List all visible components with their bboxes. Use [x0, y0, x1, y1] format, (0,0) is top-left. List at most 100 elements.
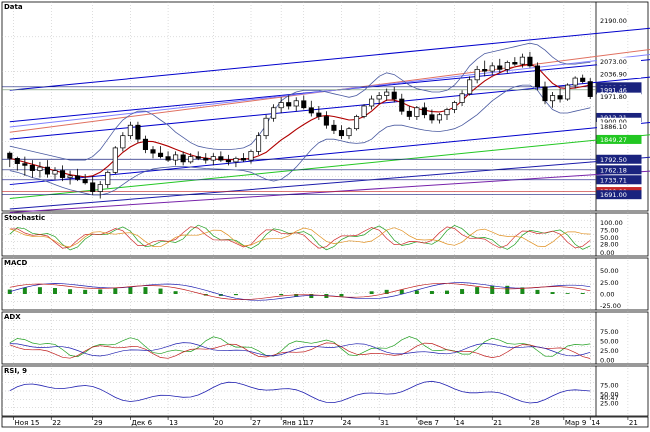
price-label: 1691.00 — [600, 191, 627, 199]
candle-body — [452, 103, 456, 110]
macd-histogram-bar — [159, 289, 163, 294]
x-tick-label: 24 — [342, 419, 351, 427]
x-tick-label: 27 — [252, 419, 261, 427]
candle-body — [513, 62, 517, 64]
candle-body — [286, 103, 290, 106]
indicator-axis-label: 50.00 — [600, 338, 619, 346]
indicator-axis-label: 0.00 — [600, 357, 614, 365]
candle-body — [264, 118, 268, 135]
candle-body — [505, 62, 509, 69]
candle-body — [482, 69, 486, 71]
candle-body — [302, 101, 306, 108]
candle-body — [234, 158, 238, 161]
price-label: 2036.90 — [600, 70, 627, 78]
x-tick-label: 29 — [94, 419, 103, 427]
x-tick-label: 22 — [52, 419, 61, 427]
candle-body — [113, 148, 117, 172]
candle-body — [490, 66, 494, 71]
candle-body — [181, 155, 185, 162]
x-tick-label: Фев 7 — [418, 419, 439, 427]
candle-body — [204, 158, 208, 160]
candle-body — [128, 125, 132, 135]
indicator-axis-label: 28.00 — [600, 241, 619, 249]
candle-body — [106, 172, 110, 184]
macd-histogram-bar — [38, 287, 42, 294]
panel-title: MACD — [4, 259, 28, 267]
indicator-axis-label: 25.00 — [600, 279, 619, 287]
macd-histogram-bar — [143, 287, 147, 294]
macd-histogram-bar — [174, 291, 178, 294]
candle-body — [226, 160, 230, 162]
candle-body — [136, 125, 140, 139]
macd-histogram-bar — [430, 291, 434, 294]
candle-body — [580, 78, 584, 81]
candle-body — [166, 157, 170, 160]
indicator-axis-label: 50.00 — [600, 267, 619, 275]
indicator-axis-label: 0.00 — [600, 291, 614, 299]
candle-body — [362, 106, 366, 116]
candle-body — [400, 99, 404, 111]
candle-body — [196, 157, 200, 159]
macd-histogram-bar — [370, 291, 374, 294]
candle-body — [38, 167, 42, 170]
price-label: 2190.00 — [600, 17, 627, 25]
macd-histogram-bar — [475, 287, 479, 294]
candle-body — [45, 167, 49, 174]
candle-body — [498, 66, 502, 69]
candle-body — [98, 185, 102, 192]
panel-title: Stochastic — [4, 214, 45, 222]
indicator-axis-label: 25.00 — [600, 400, 619, 408]
x-tick-label: 20 — [214, 419, 223, 427]
x-tick-label: Ноя 15 — [15, 419, 40, 427]
candle-body — [151, 150, 155, 153]
macd-histogram-bar — [113, 288, 117, 294]
candle-body — [60, 171, 64, 178]
candle-body — [324, 116, 328, 125]
candle-body — [90, 183, 94, 192]
indicator-axis-label: -25.00 — [600, 302, 621, 310]
candle-body — [8, 153, 12, 158]
indicator-axis-label: 75.00 — [600, 328, 619, 336]
candle-body — [143, 139, 147, 149]
candle-body — [528, 57, 532, 66]
macd-histogram-bar — [400, 290, 404, 294]
macd-histogram-bar — [98, 289, 102, 294]
price-label: 2073.00 — [600, 58, 627, 66]
macd-histogram-bar — [128, 287, 132, 294]
x-tick-label: 14 — [591, 419, 600, 427]
x-tick-label: Мар 9 — [565, 419, 586, 427]
candle-body — [219, 157, 223, 160]
macd-histogram-bar — [535, 290, 539, 294]
macd-histogram-bar — [23, 288, 27, 294]
candle-body — [75, 176, 79, 179]
candle-body — [565, 85, 569, 99]
candle-body — [241, 158, 245, 160]
candle-body — [53, 171, 57, 174]
macd-histogram-bar — [445, 291, 449, 294]
macd-histogram-bar — [505, 286, 509, 294]
macd-histogram-bar — [460, 289, 464, 294]
candle-body — [309, 108, 313, 113]
candle-body — [188, 157, 192, 162]
candle-body — [339, 130, 343, 135]
candle-body — [15, 158, 19, 163]
candle-body — [256, 136, 260, 152]
candle-body — [422, 108, 426, 115]
macd-histogram-bar — [53, 288, 57, 294]
candle-body — [369, 99, 373, 106]
candle-body — [347, 129, 351, 136]
candle-body — [173, 155, 177, 160]
price-label: 1886.10 — [600, 123, 627, 131]
macd-histogram-bar — [68, 289, 72, 294]
candle-body — [467, 80, 471, 94]
x-tick-label: 21 — [493, 419, 502, 427]
macd-histogram-bar — [279, 294, 283, 295]
x-tick-label: 21 — [629, 419, 638, 427]
candle-body — [543, 87, 547, 101]
macd-histogram-bar — [339, 294, 343, 296]
price-label: 1733.71 — [600, 176, 627, 184]
price-label: 1971.80 — [600, 93, 627, 101]
macd-histogram-bar — [551, 292, 555, 294]
